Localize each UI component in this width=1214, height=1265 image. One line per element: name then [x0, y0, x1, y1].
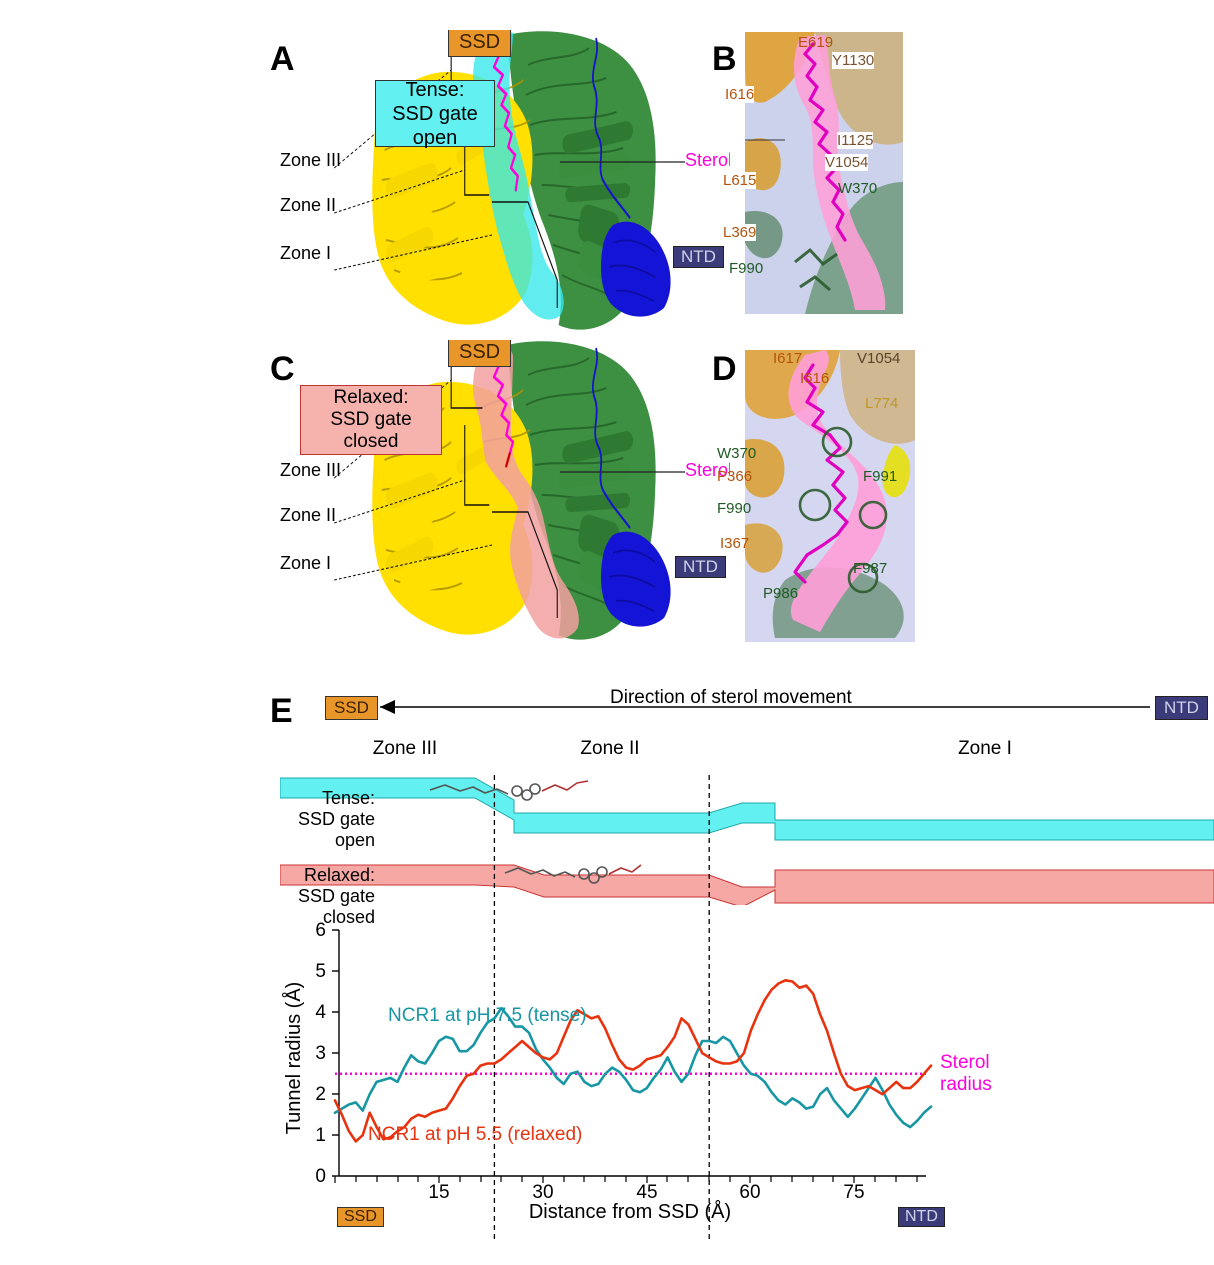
- svg-text:Tunnel radius (Å): Tunnel radius (Å): [282, 982, 305, 1135]
- svg-text:0: 0: [315, 1166, 326, 1187]
- svg-text:30: 30: [532, 1182, 553, 1203]
- svg-text:1: 1: [315, 1125, 326, 1146]
- svg-text:Sterol: Sterol: [940, 1052, 990, 1073]
- svg-text:3: 3: [315, 1043, 326, 1064]
- svg-text:Distance from SSD (Å): Distance from SSD (Å): [529, 1200, 731, 1223]
- svg-text:NCR1 at pH 5.5 (relaxed): NCR1 at pH 5.5 (relaxed): [368, 1124, 582, 1145]
- svg-text:4: 4: [315, 1002, 326, 1023]
- svg-text:NCR1 at pH 7.5 (tense): NCR1 at pH 7.5 (tense): [388, 1005, 587, 1026]
- svg-text:6: 6: [315, 920, 326, 941]
- svg-text:45: 45: [636, 1182, 657, 1203]
- svg-text:75: 75: [843, 1182, 864, 1203]
- svg-text:60: 60: [739, 1182, 760, 1203]
- svg-text:2: 2: [315, 1084, 326, 1105]
- svg-text:15: 15: [428, 1182, 449, 1203]
- svg-text:radius: radius: [940, 1074, 992, 1095]
- svg-text:5: 5: [315, 961, 326, 982]
